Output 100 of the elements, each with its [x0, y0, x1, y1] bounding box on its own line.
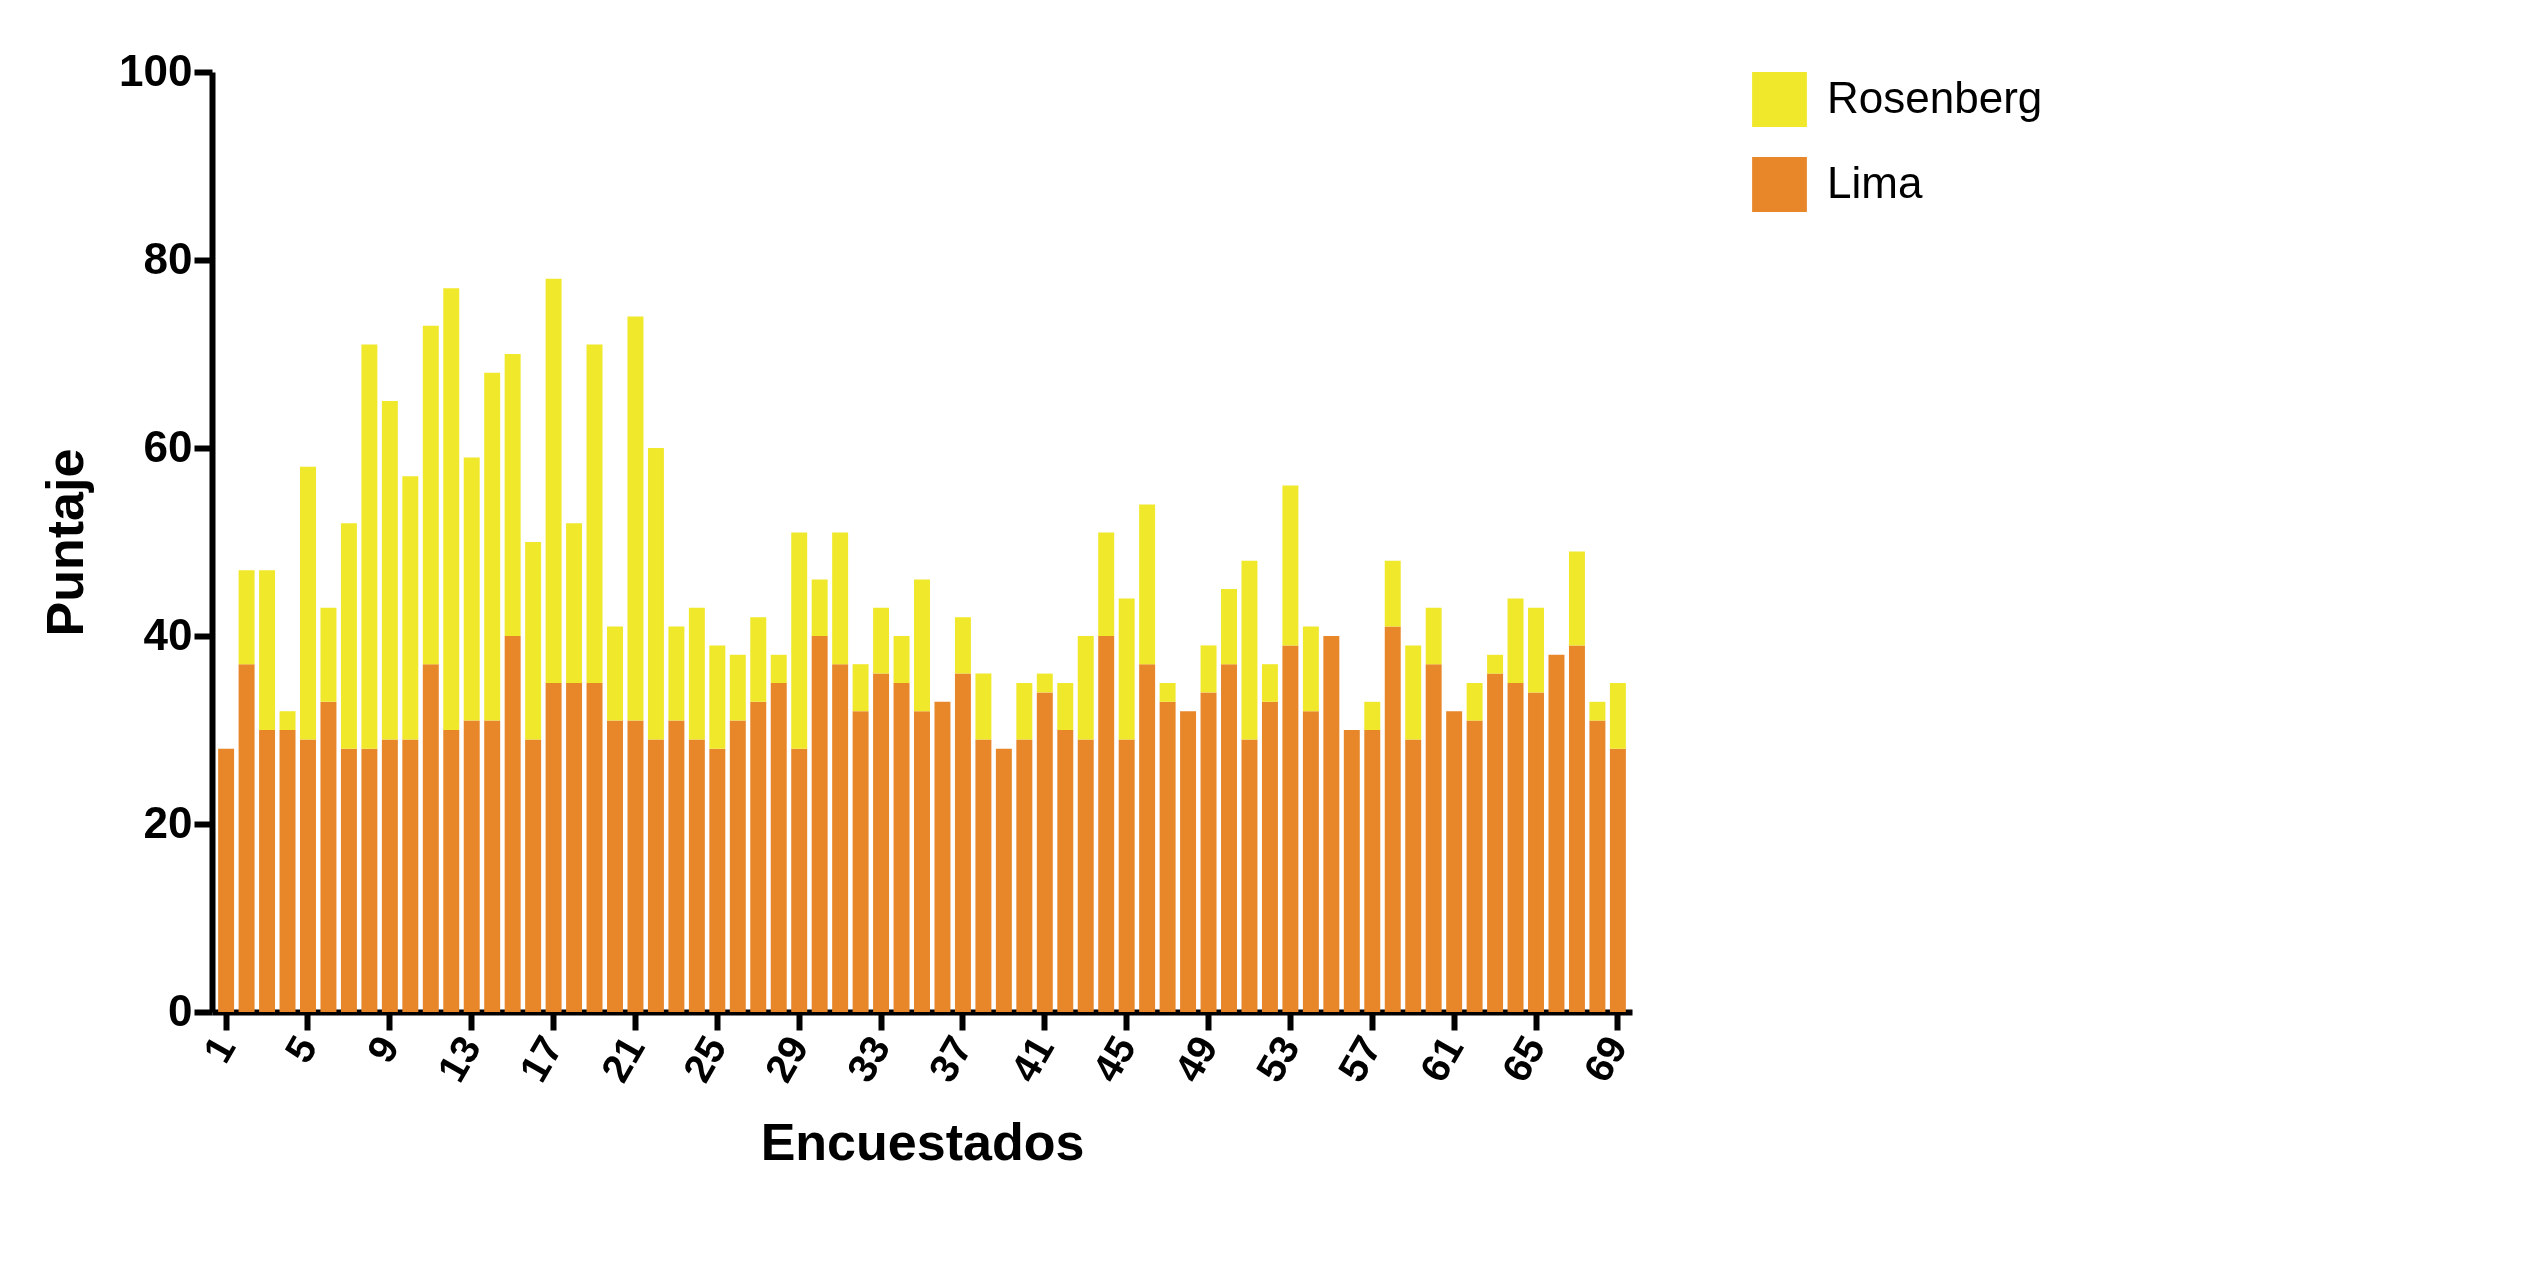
- bar: [1200, 692, 1217, 1012]
- bar: [504, 354, 521, 636]
- bar: [832, 664, 849, 1012]
- bar: [1118, 598, 1135, 740]
- bar: [1139, 504, 1156, 665]
- bar: [995, 748, 1012, 1012]
- x-tick-label: 33: [838, 1028, 899, 1090]
- bar: [402, 739, 419, 1012]
- x-tick-label: 1: [194, 1028, 244, 1070]
- bar: [914, 579, 930, 712]
- y-tick-label: 0: [168, 985, 193, 1035]
- bar: [1609, 683, 1626, 749]
- bar: [627, 316, 644, 721]
- bar: [381, 739, 398, 1012]
- bar: [1548, 654, 1565, 1012]
- bar: [1364, 701, 1381, 730]
- bar: [975, 673, 992, 740]
- bar: [218, 748, 235, 1012]
- bar: [1302, 626, 1319, 712]
- bar: [1446, 711, 1463, 1012]
- x-tick-label: 69: [1574, 1028, 1636, 1090]
- bar: [852, 664, 869, 712]
- bar: [1323, 636, 1340, 1012]
- bar: [279, 711, 296, 730]
- bar: [1364, 730, 1381, 1012]
- bar: [361, 344, 378, 749]
- bar: [300, 466, 316, 740]
- x-tick-label: 37: [919, 1028, 981, 1090]
- bar: [975, 739, 992, 1012]
- x-tick-label: 61: [1411, 1028, 1472, 1090]
- bar: [484, 372, 501, 721]
- bar: [750, 617, 767, 702]
- bar: [484, 720, 501, 1012]
- bar: [340, 523, 357, 749]
- bar: [1241, 560, 1258, 740]
- bar: [1159, 701, 1176, 1012]
- bar: [1528, 607, 1544, 693]
- bar: [770, 683, 787, 1012]
- bar: [750, 701, 767, 1012]
- bar: [238, 570, 255, 665]
- bar: [1405, 739, 1422, 1012]
- bar: [1466, 720, 1483, 1012]
- bar: [770, 654, 787, 683]
- y-axis-title: Puntaje: [36, 448, 95, 637]
- bar: [525, 739, 542, 1012]
- bar: [688, 739, 705, 1012]
- bar: [893, 683, 910, 1012]
- bar: [1282, 485, 1299, 646]
- bar: [586, 683, 603, 1012]
- bar: [1507, 683, 1524, 1012]
- bar: [300, 739, 316, 1012]
- y-tick-label: 80: [143, 233, 193, 283]
- bar: [709, 645, 726, 749]
- bar: [1098, 532, 1115, 636]
- bar: [873, 607, 890, 674]
- bar: [1261, 664, 1278, 702]
- bar: [443, 730, 460, 1012]
- bar: [914, 711, 930, 1012]
- x-tick-label: 57: [1329, 1028, 1390, 1090]
- bar: [1568, 645, 1585, 1012]
- x-axis-title: Encuestados: [760, 1113, 1085, 1172]
- bar: [647, 739, 664, 1012]
- bar: [1568, 551, 1585, 646]
- bar: [463, 720, 480, 1012]
- x-tick-label: 13: [428, 1028, 490, 1090]
- bar: [1405, 645, 1422, 740]
- bar: [1261, 701, 1278, 1012]
- x-tick-label: 65: [1492, 1028, 1554, 1090]
- bar: [1384, 560, 1401, 627]
- bar: [811, 636, 828, 1012]
- bar: [1036, 673, 1053, 693]
- bar: [954, 673, 971, 1012]
- bar: [1057, 730, 1074, 1012]
- bar: [1016, 739, 1033, 1012]
- bar: [1077, 739, 1094, 1012]
- bar: [668, 626, 685, 721]
- bar: [1487, 654, 1504, 674]
- bar: [1282, 645, 1299, 1012]
- bar: [566, 683, 583, 1012]
- y-tick-label: 100: [119, 45, 193, 95]
- bar: [259, 730, 276, 1012]
- bar: [1466, 683, 1483, 721]
- x-tick-label: 49: [1165, 1028, 1226, 1090]
- bar: [709, 748, 726, 1012]
- bar: [1241, 739, 1258, 1012]
- bar: [1589, 701, 1606, 721]
- bar: [791, 532, 808, 749]
- bar: [1200, 645, 1217, 693]
- bar: [1221, 589, 1237, 665]
- bar: [1343, 730, 1360, 1012]
- bar: [954, 617, 971, 674]
- bar: [545, 683, 562, 1012]
- x-tick-label: 53: [1247, 1028, 1308, 1090]
- bar: [566, 523, 583, 683]
- bar: [545, 278, 562, 683]
- bar: [668, 720, 685, 1012]
- bar: [443, 288, 460, 730]
- x-tick-label: 17: [510, 1028, 571, 1090]
- bar: [1425, 607, 1442, 665]
- bar: [607, 720, 623, 1012]
